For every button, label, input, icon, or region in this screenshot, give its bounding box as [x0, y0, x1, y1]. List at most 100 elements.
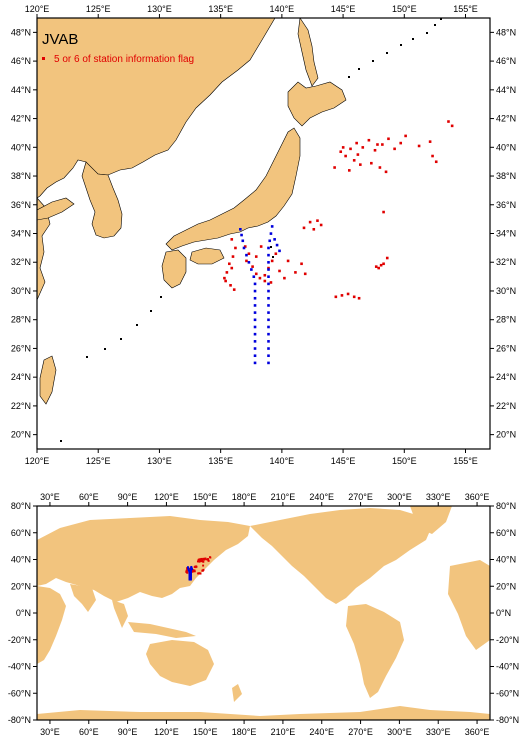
lat-tick-label: 38°N — [11, 171, 31, 181]
flagged-station-point — [382, 262, 385, 266]
flagged-station-point — [384, 170, 388, 174]
lon-tick-label: 60°E — [79, 727, 99, 737]
station-point — [267, 268, 270, 271]
flagged-station-point — [333, 166, 336, 169]
southeast-asia — [112, 600, 196, 638]
kuril-islands — [348, 18, 442, 78]
flagged-station-point — [230, 238, 234, 241]
flagged-station-point — [258, 276, 262, 280]
flagged-station-point — [312, 227, 316, 231]
flagged-station-point — [199, 572, 202, 575]
ryukyu-islands — [60, 246, 274, 442]
flagged-station-point — [399, 141, 403, 145]
legend-label: 5 or 6 of station information flag — [54, 54, 194, 65]
lat-tick-label: 42°N — [11, 114, 31, 124]
lon-tick-label: 150°E — [392, 456, 417, 466]
station-point — [267, 275, 270, 278]
lat-tick-label: -60°N — [8, 688, 31, 698]
station-point — [253, 311, 257, 314]
flagged-station-point — [198, 560, 201, 563]
lon-tick-label: 120°E — [154, 492, 179, 502]
flagged-station-point — [373, 148, 377, 152]
flagged-station-point — [302, 226, 306, 230]
flagged-station-point — [223, 276, 226, 280]
lat-tick-label: 40°N — [11, 142, 31, 152]
flagged-station-point — [382, 210, 385, 214]
lon-tick-label: 270°E — [348, 492, 373, 502]
flagged-station-point — [209, 556, 212, 559]
flagged-station-point — [361, 146, 365, 149]
station-point — [253, 318, 257, 322]
lat-tick-label: 38°N — [496, 171, 516, 181]
lat-tick-label: 20°N — [496, 430, 516, 440]
shandong — [37, 197, 75, 221]
south-america — [346, 604, 404, 698]
flagged-station-point — [283, 276, 286, 280]
station-point — [241, 239, 245, 243]
flagged-station-point — [393, 147, 396, 151]
lat-tick-label: 0°N — [16, 608, 31, 618]
lon-tick-label: 30°E — [40, 492, 60, 502]
lat-tick-label: 28°N — [11, 315, 31, 325]
flagged-station-point — [196, 560, 199, 563]
station-point — [240, 233, 243, 237]
lat-tick-label: 46°N — [496, 56, 516, 66]
flagged-station-point — [263, 279, 267, 283]
flagged-station-point — [270, 259, 274, 263]
flagged-station-point — [225, 271, 229, 274]
lon-tick-label: 270°E — [348, 727, 373, 737]
station-point — [247, 261, 251, 264]
flagged-station-point — [207, 558, 209, 560]
lon-tick-label: 155°E — [453, 4, 478, 14]
flagged-station-point — [202, 560, 205, 563]
flagged-station-point — [224, 279, 227, 283]
flagged-station-point — [316, 219, 319, 222]
station-point — [278, 249, 281, 253]
flagged-station-point — [205, 558, 208, 561]
station-point — [267, 318, 270, 322]
flagged-station-point — [376, 143, 379, 146]
flagged-station-point — [349, 147, 352, 151]
flagged-station-point — [201, 569, 204, 572]
station-point — [253, 282, 257, 286]
regional-ticks: 120°E 120°E 125°E 125°E 130°E 130°E 135°E 135°E… — [11, 4, 516, 466]
flagged-station-point — [186, 569, 189, 572]
station-point — [267, 246, 270, 250]
flagged-station-point — [359, 163, 362, 166]
lon-tick-label: 240°E — [309, 492, 334, 502]
lat-tick-label: 28°N — [496, 315, 516, 325]
global-ticks: 30°E 30°E 60°E 60°E 90°E 90°E 120°E 120°E 150°E 1… — [8, 492, 519, 737]
regional-map: 120°E 120°E 125°E 125°E 130°E 130°E 135°E 135°E… — [11, 4, 516, 466]
lon-tick-label: 330°E — [426, 492, 451, 502]
lon-tick-label: 30°E — [40, 727, 60, 737]
station-point — [250, 268, 253, 271]
flagged-station-point — [334, 295, 338, 299]
lon-tick-label: 145°E — [331, 4, 356, 14]
flagged-station-point — [387, 137, 390, 141]
map-title: JVAB — [42, 31, 78, 48]
flagged-station-point — [340, 294, 344, 297]
station-point — [253, 361, 257, 365]
lon-tick-label: 135°E — [208, 4, 233, 14]
lat-tick-label: 48°N — [11, 27, 31, 37]
flagged-station-point — [381, 143, 384, 146]
lat-tick-label: 20°N — [11, 581, 31, 591]
lon-tick-label: 150°E — [193, 727, 218, 737]
station-point — [267, 261, 270, 264]
honshu — [165, 127, 301, 251]
flagged-station-point — [254, 255, 258, 258]
flagged-station-point — [294, 271, 297, 274]
flagged-station-point — [243, 245, 247, 248]
flagged-station-point — [263, 273, 267, 277]
flagged-station-point — [341, 146, 345, 149]
global-map: 30°E 30°E 60°E 60°E 90°E 90°E 120°E 120°E 150°E 1… — [8, 492, 519, 737]
flagged-station-point — [204, 557, 207, 560]
lat-tick-label: 60°N — [496, 528, 516, 538]
lon-tick-label: 135°E — [208, 456, 233, 466]
flagged-station-point — [303, 272, 307, 276]
flagged-station-point — [201, 558, 204, 561]
lon-tick-label: 60°E — [79, 492, 99, 502]
lat-tick-label: 24°N — [11, 372, 31, 382]
flagged-station-point — [300, 262, 303, 266]
global-stations — [185, 556, 212, 581]
